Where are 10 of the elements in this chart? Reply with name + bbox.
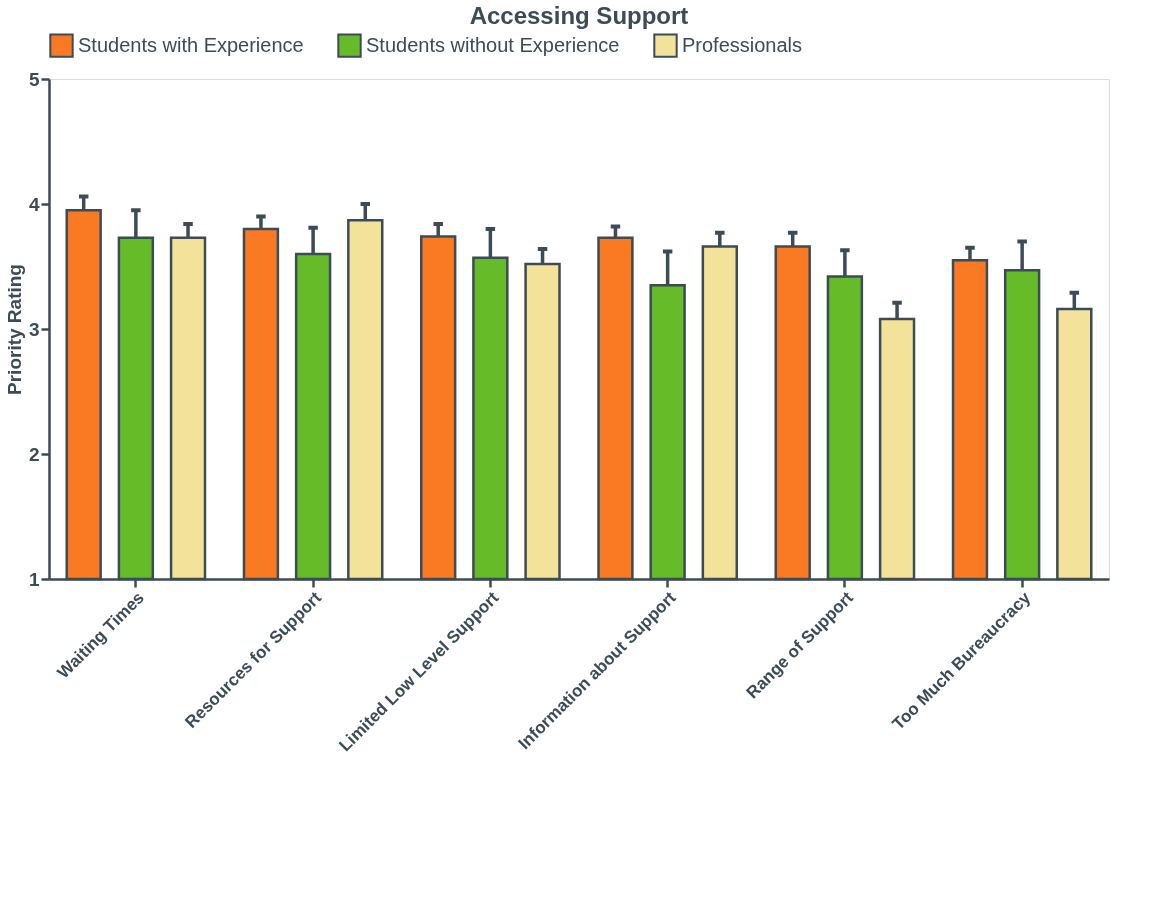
y-tick-label: 1 — [28, 568, 40, 590]
legend-label: Students with Experience — [78, 33, 304, 56]
y-tick-label: 5 — [28, 68, 40, 90]
legend-label: Professionals — [682, 33, 803, 56]
y-tick-label: 2 — [28, 443, 40, 465]
y-axis-title: Priority Rating — [3, 264, 25, 395]
chart-title: Accessing Support — [469, 2, 689, 29]
y-tick-label: 3 — [28, 318, 40, 340]
y-tick-label: 4 — [28, 193, 40, 215]
legend-label: Students without Experience — [366, 33, 620, 56]
